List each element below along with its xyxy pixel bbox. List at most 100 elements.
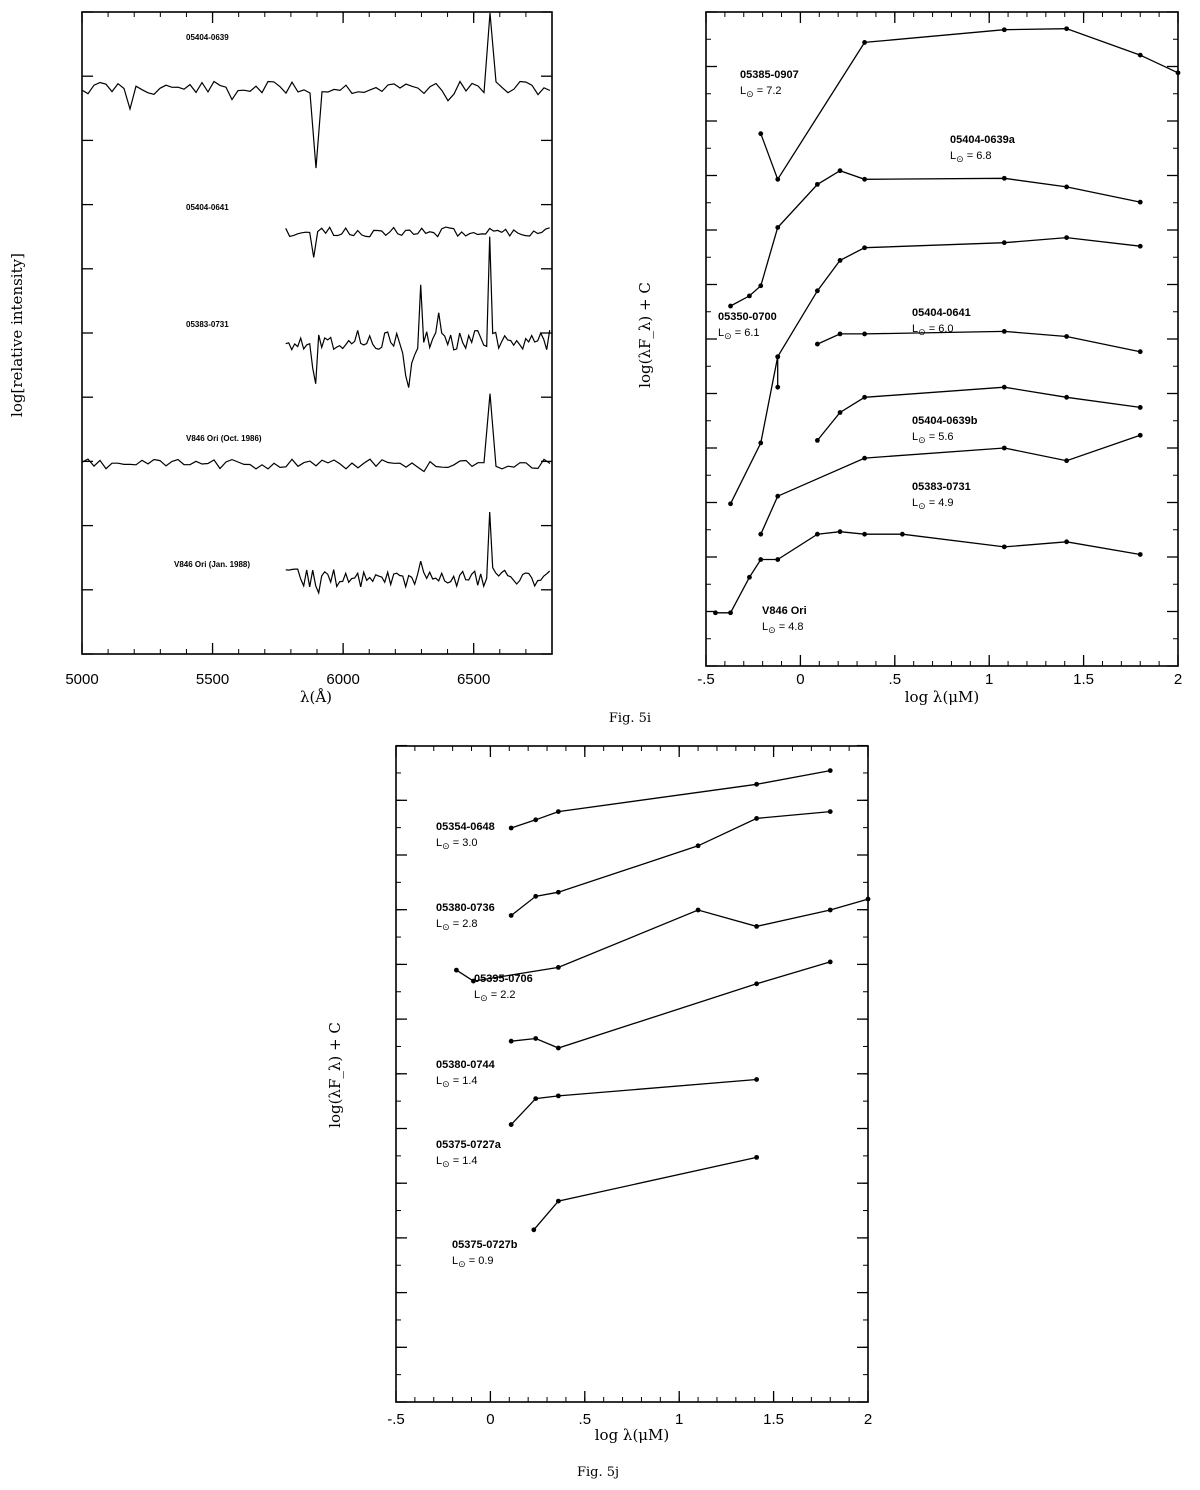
sed-i-data-point [814, 341, 820, 347]
sed-i-data-point [1064, 26, 1070, 32]
spectrum-line [81, 12, 551, 169]
spectra-x-axis-title: λ(Å) [300, 688, 332, 706]
sed-i-series-name: V846 Ori [762, 605, 807, 617]
sed-i-data-point [837, 331, 843, 337]
sed-i-data-point [728, 303, 733, 309]
sed-i-data-point [728, 610, 733, 616]
sed-j-data-point [533, 817, 539, 823]
sed-i-data-point [775, 493, 781, 499]
sed-j-luminosity-label: L⊙ = 0.9 [452, 1255, 494, 1269]
sed-j-data-point [754, 781, 760, 787]
sed-j-data-point [695, 907, 701, 913]
sed-i-data-point [1137, 199, 1143, 205]
sed-i-data-point [1001, 175, 1007, 181]
sed-j-x-tick-label: .5 [579, 1411, 592, 1428]
sed-j-x-tick-label: 1 [675, 1411, 683, 1428]
sed-i-data-point [837, 168, 843, 174]
sed-i-data-point [837, 410, 843, 415]
sed-j-data-point [754, 816, 760, 821]
sed-i-series-name: 05350-0700 [718, 311, 777, 323]
sed-j-x-tick-label: 0 [486, 1411, 494, 1428]
sed-i-x-tick-label: 0 [796, 671, 804, 688]
sed-i-data-point [899, 531, 905, 537]
sed-i-series-labels: 05385-0907 L⊙ = 7.2 05404-0639a L⊙ = 6.8 053… [718, 69, 1016, 635]
sed-j-luminosity-label: L⊙ = 1.4 [436, 1075, 478, 1089]
sed-i-data-point [1175, 70, 1181, 76]
sed-j-x-tick-labels: -.5 0 .5 1 1.5 2 [387, 1411, 872, 1428]
spectra-x-tick-labels: 5000 5500 6000 6500 [65, 671, 490, 688]
sed-i-data-point [775, 384, 781, 390]
sed-j-x-axis-title: log λ(μM) [595, 1426, 670, 1444]
sed-j-series-line [510, 769, 831, 829]
sed-i-data-point [1137, 349, 1143, 355]
sed-j-data-point [454, 967, 459, 973]
sed-j-data-point [471, 978, 476, 984]
sed-j-series-name: 05375-0727b [452, 1239, 518, 1251]
spectrum-name: V846 Ori (Jan. 1988) [174, 560, 250, 569]
sed-i-data-point [814, 437, 820, 443]
sed-i-data-point [1064, 235, 1070, 241]
sed-i-data-point [775, 354, 781, 360]
sed-i-series-line [729, 356, 779, 505]
sed-i-series-line [730, 169, 1141, 307]
sed-j-luminosity-label: L⊙ = 1.4 [436, 1155, 478, 1169]
spectra-x-tick-label: 5500 [196, 671, 229, 688]
sed-i-data-point [814, 531, 820, 537]
sed-i-data-point [1064, 458, 1070, 464]
sed-i-data-point [758, 283, 764, 289]
sed-j-data-point [533, 1096, 539, 1101]
sed-panel-j: -.5 0 .5 1 1.5 2 05354-0648 L⊙ = 3.0 05380-0736… [326, 744, 872, 1444]
sed-i-series-line [816, 386, 1141, 441]
sed-j-data-point [754, 981, 760, 987]
sed-j-data-point [508, 913, 514, 918]
spectrum-line [285, 226, 550, 258]
sed-i-data-point [1064, 394, 1070, 400]
sed-i-data-point [837, 258, 843, 263]
spectrum-name: 05383-0731 [186, 320, 229, 329]
sed-i-data-point [1001, 328, 1007, 334]
sed-j-data-point [555, 1093, 561, 1099]
sed-i-data-point [775, 557, 781, 562]
sed-i-data-point [1064, 334, 1070, 339]
sed-j-y-axis-title: log(λF_λ) + C [326, 1022, 344, 1128]
sed-i-series-line [760, 434, 1141, 535]
figure-caption-5j: Fig. 5j [577, 1465, 619, 1480]
sed-i-data-point [1137, 552, 1143, 557]
sed-i-luminosity-label: L⊙ = 4.8 [762, 621, 804, 635]
sed-j-data-point [695, 843, 701, 849]
sed-j-data-point [508, 825, 514, 831]
sed-j-series-name: 05395-0706 [474, 973, 533, 985]
sed-i-data-point [862, 394, 867, 400]
sed-i-series-name: 05404-0639b [912, 415, 978, 427]
sed-j-data-point [555, 1198, 561, 1204]
sed-i-data-point [814, 181, 820, 187]
sed-j-data-point [827, 768, 833, 773]
sed-j-data-point [533, 893, 539, 899]
sed-j-luminosity-label: L⊙ = 2.8 [436, 918, 478, 932]
spectra-panel: 5000 5500 6000 6500 05404-0639 05404-0641 053… [8, 11, 553, 706]
sed-i-series-name: 05385-0907 [740, 69, 799, 81]
sed-j-data-point [827, 809, 833, 814]
sed-i-data-point [1137, 243, 1143, 249]
sed-i-curves [713, 26, 1181, 616]
sed-i-data-point [862, 245, 867, 251]
sed-i-series-line [777, 236, 1141, 388]
spectra-y-axis-title: log[relative intensity] [8, 253, 26, 417]
sed-i-x-tick-label: -.5 [697, 671, 715, 688]
sed-j-data-point [754, 1154, 760, 1160]
sed-i-tick-marks [705, 11, 1179, 667]
sed-i-series-line [817, 330, 1141, 353]
sed-i-luminosity-label: L⊙ = 5.6 [912, 431, 954, 445]
sed-i-data-point [862, 176, 867, 182]
sed-j-data-point [827, 959, 833, 965]
sed-i-series-line [715, 531, 1141, 614]
sed-i-data-point [775, 176, 781, 182]
sed-i-data-point [1001, 384, 1007, 390]
sed-j-x-tick-label: -.5 [387, 1411, 405, 1428]
sed-j-data-point [555, 809, 561, 814]
sed-i-x-tick-labels: -.5 0 .5 1 1.5 2 [697, 671, 1182, 688]
sed-j-series-name: 05354-0648 [436, 821, 495, 833]
sed-i-data-point [713, 610, 718, 616]
sed-i-data-point [758, 440, 764, 446]
sed-j-data-point [508, 1038, 514, 1044]
